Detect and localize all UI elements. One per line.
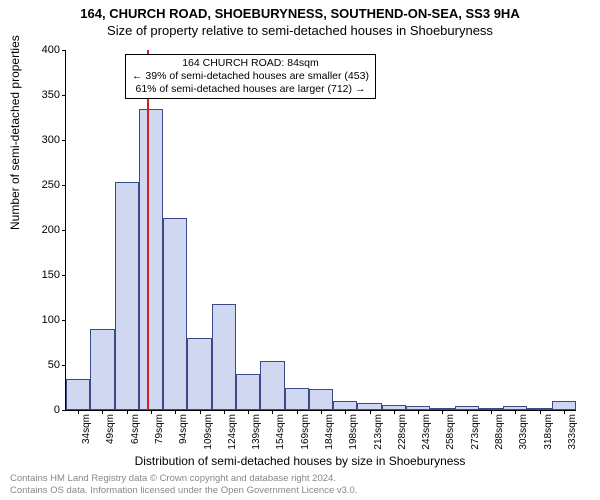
x-tick-label: 64sqm — [130, 414, 141, 444]
y-tick-label: 250 — [26, 179, 60, 191]
x-tick-label: 303sqm — [518, 414, 529, 450]
x-tick-mark — [175, 410, 176, 414]
x-tick-mark — [224, 410, 225, 414]
histogram-bar — [357, 403, 381, 410]
y-tick-label: 400 — [26, 44, 60, 56]
y-tick-mark — [62, 410, 66, 411]
x-tick-mark — [467, 410, 468, 414]
histogram-bar — [552, 401, 576, 410]
y-tick-label: 350 — [26, 89, 60, 101]
y-tick-mark — [62, 185, 66, 186]
y-tick-label: 50 — [26, 359, 60, 371]
x-tick-label: 228sqm — [397, 414, 408, 450]
y-tick-label: 300 — [26, 134, 60, 146]
annotation-line3: 61% of semi-detached houses are larger (… — [132, 83, 369, 96]
y-tick-label: 0 — [26, 404, 60, 416]
histogram-bar — [285, 388, 309, 411]
x-tick-mark — [515, 410, 516, 414]
footer-line1: Contains HM Land Registry data © Crown c… — [10, 473, 357, 484]
x-tick-label: 198sqm — [348, 414, 359, 450]
x-tick-label: 109sqm — [203, 414, 214, 450]
x-tick-label: 258sqm — [445, 414, 456, 450]
x-tick-mark — [394, 410, 395, 414]
histogram-bar — [163, 218, 187, 410]
x-tick-label: 184sqm — [324, 414, 335, 450]
histogram-bar — [260, 361, 284, 411]
histogram-bar — [333, 401, 357, 410]
x-tick-mark — [491, 410, 492, 414]
histogram-bar — [90, 329, 114, 410]
y-tick-mark — [62, 95, 66, 96]
annotation-line2: ← 39% of semi-detached houses are smalle… — [132, 70, 369, 83]
x-axis-label: Distribution of semi-detached houses by … — [0, 454, 600, 468]
x-tick-mark — [321, 410, 322, 414]
annotation-box: 164 CHURCH ROAD: 84sqm ← 39% of semi-det… — [125, 54, 376, 99]
x-tick-label: 139sqm — [251, 414, 262, 450]
y-axis-label: Number of semi-detached properties — [8, 35, 22, 230]
x-tick-label: 34sqm — [81, 414, 92, 444]
x-tick-mark — [248, 410, 249, 414]
x-tick-label: 213sqm — [373, 414, 384, 450]
x-tick-mark — [370, 410, 371, 414]
x-tick-mark — [127, 410, 128, 414]
x-tick-label: 154sqm — [275, 414, 286, 450]
x-tick-mark — [78, 410, 79, 414]
y-tick-mark — [62, 275, 66, 276]
y-tick-mark — [62, 140, 66, 141]
x-tick-label: 243sqm — [421, 414, 432, 450]
x-tick-label: 318sqm — [543, 414, 554, 450]
page-subtitle: Size of property relative to semi-detach… — [0, 21, 600, 38]
x-tick-mark — [442, 410, 443, 414]
x-tick-mark — [564, 410, 565, 414]
x-tick-mark — [151, 410, 152, 414]
histogram-bar — [309, 389, 333, 410]
histogram-bar — [236, 374, 260, 410]
histogram-bar — [139, 109, 163, 411]
x-tick-mark — [102, 410, 103, 414]
y-tick-mark — [62, 365, 66, 366]
footer-line2: Contains OS data. Information licensed u… — [10, 485, 357, 496]
x-tick-label: 333sqm — [567, 414, 578, 450]
histogram-bar — [66, 379, 90, 411]
property-marker-line — [147, 50, 149, 410]
histogram-bar — [187, 338, 211, 410]
x-tick-label: 169sqm — [300, 414, 311, 450]
plot-region: 05010015020025030035040034sqm49sqm64sqm7… — [65, 50, 576, 411]
x-tick-mark — [345, 410, 346, 414]
x-tick-label: 273sqm — [470, 414, 481, 450]
y-tick-label: 150 — [26, 269, 60, 281]
page-title: 164, CHURCH ROAD, SHOEBURYNESS, SOUTHEND… — [0, 0, 600, 21]
y-tick-mark — [62, 320, 66, 321]
histogram-bar — [115, 182, 139, 410]
y-tick-mark — [62, 50, 66, 51]
x-tick-mark — [418, 410, 419, 414]
x-tick-label: 288sqm — [494, 414, 505, 450]
annotation-line1: 164 CHURCH ROAD: 84sqm — [132, 57, 369, 70]
x-tick-mark — [540, 410, 541, 414]
histogram-bar — [212, 304, 236, 410]
y-tick-label: 200 — [26, 224, 60, 236]
x-tick-mark — [272, 410, 273, 414]
x-tick-label: 79sqm — [154, 414, 165, 444]
x-tick-label: 124sqm — [227, 414, 238, 450]
y-tick-mark — [62, 230, 66, 231]
y-tick-label: 100 — [26, 314, 60, 326]
x-tick-mark — [200, 410, 201, 414]
footer-credits: Contains HM Land Registry data © Crown c… — [10, 473, 357, 496]
x-tick-mark — [297, 410, 298, 414]
x-tick-label: 94sqm — [178, 414, 189, 444]
x-tick-label: 49sqm — [105, 414, 116, 444]
chart-area: 05010015020025030035040034sqm49sqm64sqm7… — [65, 50, 575, 410]
